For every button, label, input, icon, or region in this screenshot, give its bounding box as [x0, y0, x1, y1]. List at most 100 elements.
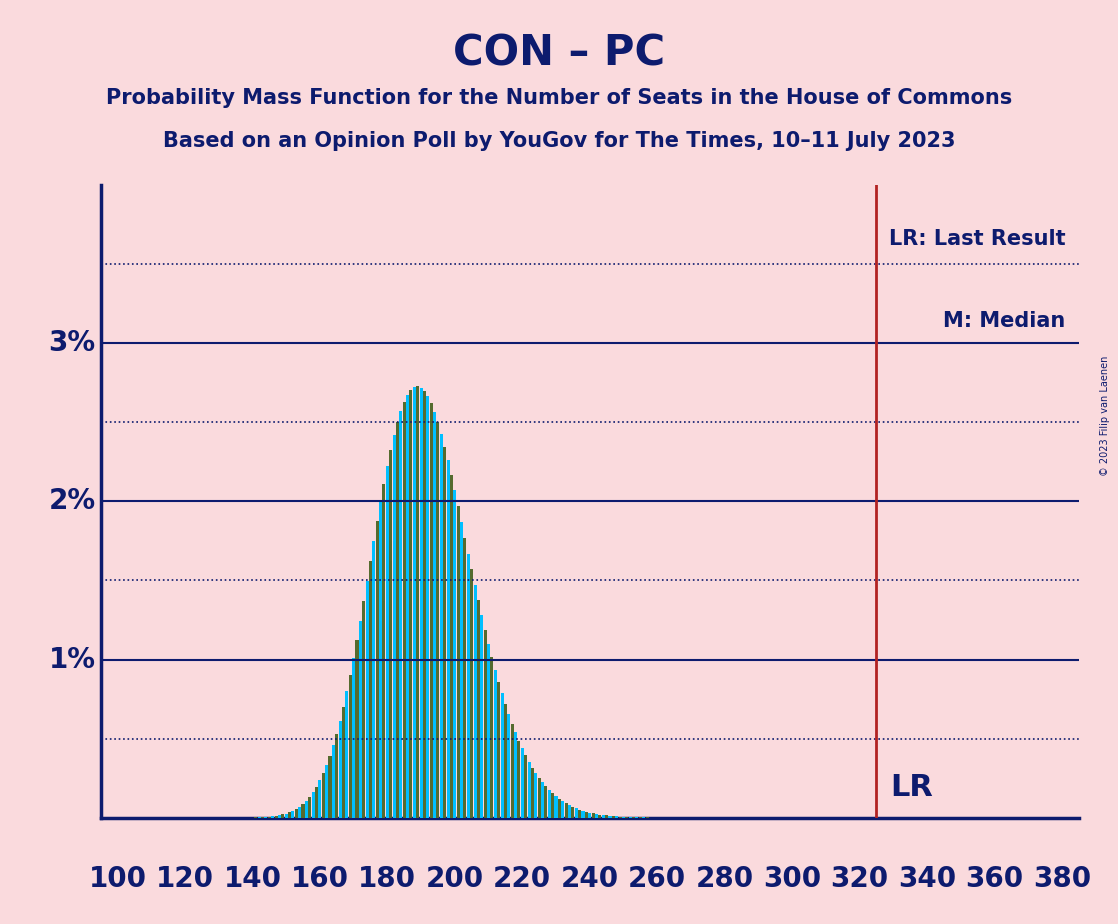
- Text: 280: 280: [695, 865, 754, 894]
- Text: 320: 320: [831, 865, 889, 894]
- Text: M: Median: M: Median: [944, 311, 1065, 332]
- Bar: [591, 813, 595, 818]
- Bar: [464, 538, 466, 818]
- Bar: [359, 621, 362, 818]
- Bar: [568, 805, 571, 818]
- Bar: [349, 675, 352, 818]
- Bar: [386, 467, 389, 818]
- Bar: [531, 768, 534, 818]
- Bar: [501, 693, 503, 818]
- Bar: [487, 644, 490, 818]
- Bar: [309, 796, 311, 818]
- Bar: [362, 602, 366, 818]
- Bar: [302, 804, 304, 818]
- Text: 2%: 2%: [48, 487, 96, 516]
- Bar: [379, 502, 382, 818]
- Bar: [571, 807, 575, 818]
- Bar: [372, 541, 376, 818]
- Bar: [345, 691, 349, 818]
- Text: 240: 240: [561, 865, 618, 894]
- Bar: [272, 816, 274, 818]
- Bar: [524, 755, 528, 818]
- Bar: [544, 786, 548, 818]
- Bar: [521, 748, 524, 818]
- Bar: [439, 434, 443, 818]
- Bar: [436, 422, 439, 818]
- Bar: [406, 395, 409, 818]
- Bar: [268, 817, 271, 818]
- Bar: [322, 773, 324, 818]
- Bar: [456, 505, 459, 818]
- Bar: [477, 601, 480, 818]
- Bar: [295, 808, 297, 818]
- Bar: [518, 741, 520, 818]
- Bar: [561, 801, 565, 818]
- Text: 360: 360: [966, 865, 1024, 894]
- Bar: [581, 810, 585, 818]
- Bar: [409, 390, 413, 818]
- Text: 140: 140: [224, 865, 282, 894]
- Bar: [504, 704, 506, 818]
- Bar: [396, 422, 399, 818]
- Bar: [474, 585, 476, 818]
- Bar: [467, 553, 470, 818]
- Text: 3%: 3%: [48, 329, 96, 357]
- Bar: [588, 812, 591, 818]
- Bar: [612, 816, 615, 818]
- Text: 180: 180: [359, 865, 416, 894]
- Bar: [402, 402, 406, 818]
- Bar: [335, 734, 339, 818]
- Text: LR: LR: [890, 772, 932, 802]
- Text: 120: 120: [155, 865, 214, 894]
- Bar: [601, 815, 605, 818]
- Text: 220: 220: [493, 865, 551, 894]
- Bar: [575, 808, 578, 818]
- Bar: [578, 809, 581, 818]
- Bar: [585, 811, 588, 818]
- Bar: [498, 682, 500, 818]
- Bar: [565, 803, 568, 818]
- Bar: [382, 483, 386, 818]
- Text: © 2023 Filip van Laenen: © 2023 Filip van Laenen: [1100, 356, 1110, 476]
- Bar: [598, 815, 601, 818]
- Bar: [555, 796, 558, 818]
- Bar: [416, 386, 419, 818]
- Bar: [423, 391, 426, 818]
- Bar: [459, 521, 463, 818]
- Bar: [356, 639, 359, 818]
- Text: CON – PC: CON – PC: [453, 32, 665, 74]
- Bar: [413, 387, 416, 818]
- Bar: [449, 475, 453, 818]
- Bar: [622, 817, 625, 818]
- Bar: [551, 794, 555, 818]
- Bar: [292, 810, 294, 818]
- Bar: [511, 723, 513, 818]
- Bar: [618, 817, 622, 818]
- Bar: [605, 816, 608, 818]
- Bar: [288, 812, 291, 818]
- Bar: [319, 781, 321, 818]
- Bar: [558, 799, 561, 818]
- Bar: [389, 450, 392, 818]
- Bar: [494, 670, 496, 818]
- Bar: [538, 778, 541, 818]
- Bar: [399, 411, 402, 818]
- Bar: [508, 714, 510, 818]
- Text: Based on an Opinion Poll by YouGov for The Times, 10–11 July 2023: Based on an Opinion Poll by YouGov for T…: [163, 131, 955, 152]
- Bar: [312, 792, 314, 818]
- Bar: [426, 396, 429, 818]
- Text: 300: 300: [764, 865, 822, 894]
- Text: 340: 340: [898, 865, 956, 894]
- Bar: [541, 783, 544, 818]
- Bar: [352, 658, 356, 818]
- Text: LR: Last Result: LR: Last Result: [889, 229, 1065, 249]
- Bar: [332, 745, 335, 818]
- Bar: [548, 790, 551, 818]
- Bar: [282, 814, 284, 818]
- Bar: [595, 814, 598, 818]
- Bar: [481, 615, 483, 818]
- Bar: [433, 412, 436, 818]
- Bar: [534, 773, 538, 818]
- Text: 200: 200: [426, 865, 484, 894]
- Bar: [528, 761, 531, 818]
